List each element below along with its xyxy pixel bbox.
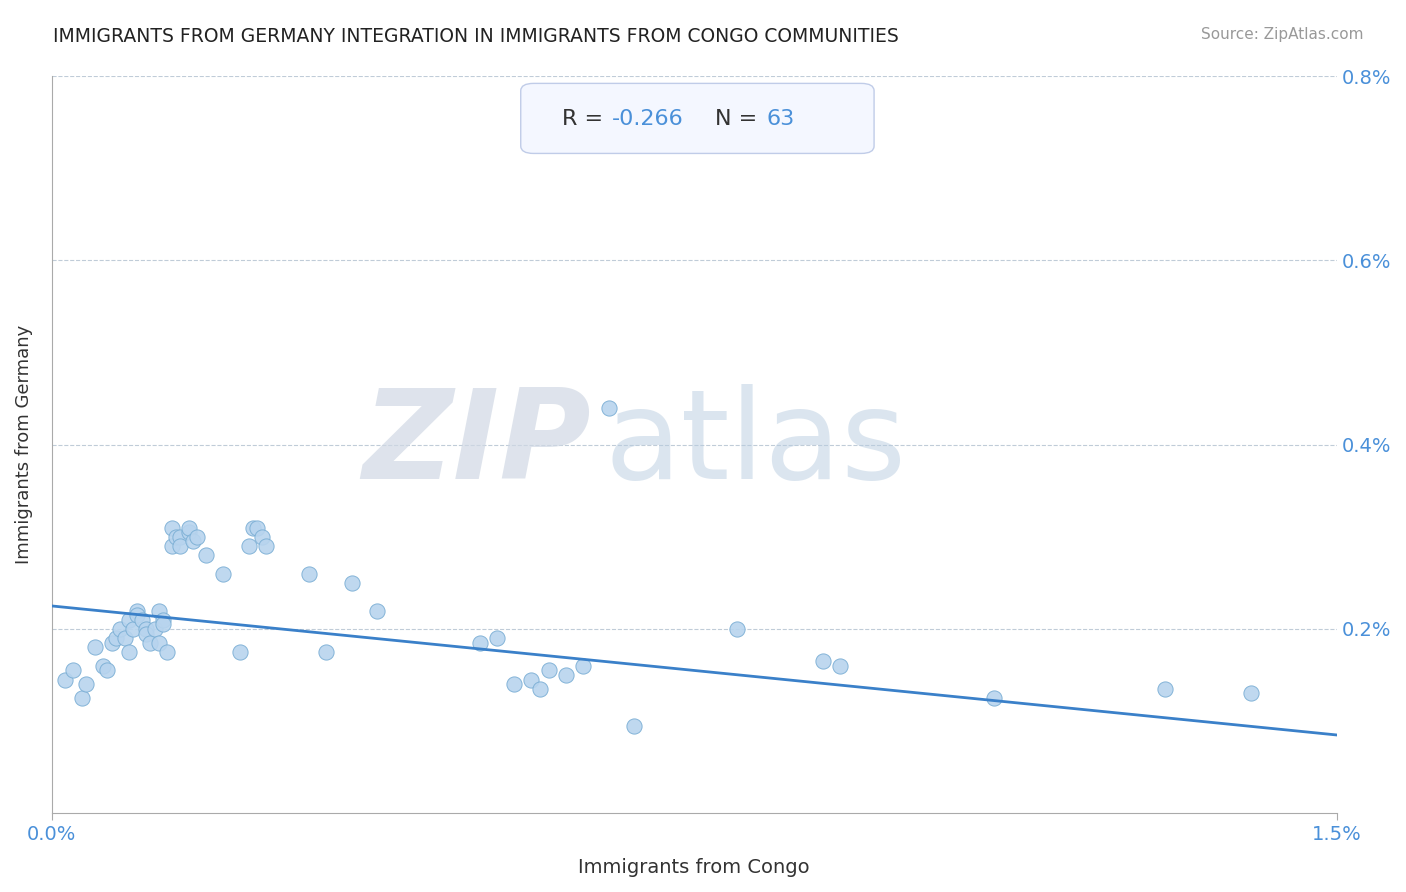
Point [537, 664, 560, 678]
Point [572, 658, 595, 673]
Point [131, 613, 153, 627]
Point [127, 608, 149, 623]
Point [254, 539, 277, 553]
Point [503, 677, 526, 691]
Point [148, 603, 170, 617]
Text: R =: R = [562, 109, 610, 128]
Point [725, 622, 748, 636]
Point [104, 631, 127, 645]
Point [177, 525, 200, 540]
Point [520, 673, 543, 687]
Point [811, 654, 834, 668]
Point [122, 622, 145, 636]
Point [114, 631, 136, 645]
Point [177, 520, 200, 534]
Point [1154, 681, 1177, 696]
Point [315, 645, 337, 659]
Text: IMMIGRANTS FROM GERMANY INTEGRATION IN IMMIGRANTS FROM CONGO COMMUNITIES: IMMIGRANTS FROM GERMANY INTEGRATION IN I… [53, 27, 900, 45]
Point [242, 520, 264, 534]
Point [143, 622, 166, 636]
Point [486, 631, 509, 645]
Point [75, 677, 97, 691]
Point [250, 530, 273, 544]
Point [366, 603, 388, 617]
Point [152, 613, 174, 627]
Point [148, 636, 170, 650]
Point [83, 640, 105, 655]
Point [828, 658, 851, 673]
Point [118, 645, 141, 659]
Point [135, 626, 157, 640]
Point [529, 681, 551, 696]
Point [156, 645, 179, 659]
Point [169, 539, 191, 553]
Point [152, 617, 174, 632]
Point [181, 534, 204, 549]
Point [623, 719, 645, 733]
Point [1240, 686, 1263, 700]
Point [340, 575, 363, 590]
Text: ZIP: ZIP [363, 384, 592, 505]
Point [70, 691, 93, 706]
Point [127, 603, 149, 617]
Point [194, 548, 217, 562]
Point [468, 636, 491, 650]
Point [160, 520, 183, 534]
Point [169, 530, 191, 544]
Point [139, 636, 162, 650]
Text: 63: 63 [766, 109, 794, 128]
Text: N =: N = [716, 109, 765, 128]
Point [983, 691, 1005, 706]
Point [186, 530, 208, 544]
Point [118, 613, 141, 627]
Point [160, 539, 183, 553]
Point [598, 401, 620, 415]
Point [212, 566, 235, 581]
Y-axis label: Immigrants from Germany: Immigrants from Germany [15, 325, 32, 565]
Point [135, 622, 157, 636]
Point [554, 668, 576, 682]
Point [91, 658, 114, 673]
Text: Source: ZipAtlas.com: Source: ZipAtlas.com [1201, 27, 1364, 42]
X-axis label: Immigrants from Congo: Immigrants from Congo [578, 858, 810, 877]
Point [53, 673, 76, 687]
Point [246, 520, 269, 534]
Point [62, 664, 84, 678]
Point [165, 530, 187, 544]
Point [96, 664, 118, 678]
Text: -0.266: -0.266 [612, 109, 683, 128]
Point [110, 622, 132, 636]
Point [298, 566, 321, 581]
Point [100, 636, 122, 650]
FancyBboxPatch shape [520, 83, 875, 153]
Text: atlas: atlas [605, 384, 907, 505]
Point [238, 539, 260, 553]
Point [229, 645, 252, 659]
